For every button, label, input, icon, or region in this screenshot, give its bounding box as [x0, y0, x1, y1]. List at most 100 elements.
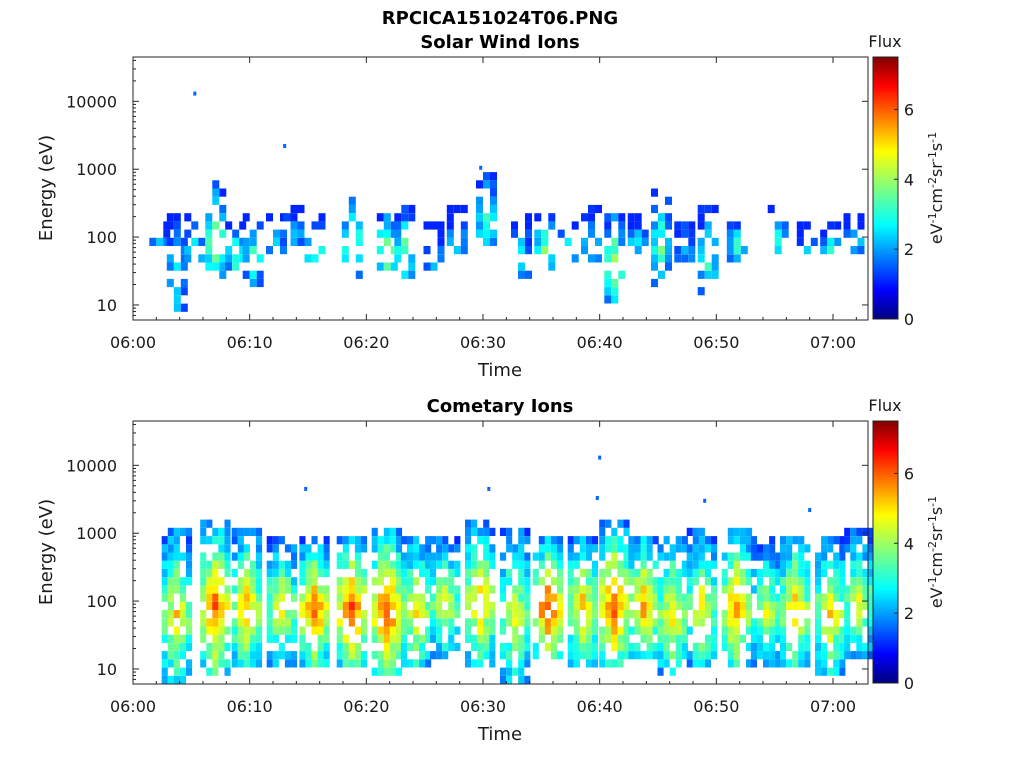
flux-cell: [769, 593, 776, 602]
flux-cell: [389, 642, 396, 652]
flux-cell: [726, 246, 734, 255]
flux-cell: [611, 601, 618, 610]
flux-cell: [821, 544, 828, 553]
flux-cell: [396, 642, 403, 652]
flux-cell: [585, 618, 592, 627]
flux-cell: [506, 568, 513, 578]
flux-cell: [821, 651, 828, 660]
flux-cell: [592, 560, 599, 569]
flux-cell: [657, 618, 664, 627]
flux-cell: [611, 618, 618, 627]
flux-cell: [652, 593, 659, 602]
flux-cell: [348, 593, 355, 602]
flux-cell: [518, 246, 525, 255]
flux-cell: [698, 593, 705, 602]
flux-cell: [256, 601, 263, 610]
flux-cell: [605, 536, 612, 545]
flux-cell: [323, 536, 330, 545]
flux-cell: [538, 544, 545, 553]
flux-cell: [815, 585, 822, 594]
flux-cell: [815, 667, 822, 676]
flux-cell: [628, 593, 635, 602]
flux-cell: [232, 237, 240, 246]
flux-cell: [394, 246, 402, 255]
flux-cell: [524, 601, 531, 610]
flux-cell: [733, 651, 740, 660]
flux-cell: [518, 651, 525, 660]
flux-cell: [311, 659, 318, 668]
flux-cell: [711, 262, 719, 271]
flux-cell: [425, 544, 432, 553]
flux-cell: [297, 221, 305, 230]
flux-cell: [651, 254, 658, 263]
flux-cell: [798, 552, 805, 561]
flux-cell: [256, 278, 264, 288]
flux-cell: [821, 659, 828, 668]
flux-cell: [675, 585, 682, 594]
flux-cell: [581, 246, 588, 255]
flux-cell: [721, 585, 728, 594]
flux-cell: [442, 552, 449, 561]
flux-cell: [242, 270, 250, 279]
flux-cell: [500, 651, 507, 660]
flux-cell: [273, 229, 280, 238]
flux-cell: [750, 651, 757, 660]
flux-cell: [336, 560, 343, 569]
flux-cell: [383, 642, 390, 652]
flux-cell: [489, 560, 496, 569]
flux-cell: [413, 536, 420, 545]
flux-cell: [640, 536, 647, 545]
flux-cell: [663, 601, 670, 610]
flux-cell: [827, 585, 834, 594]
flux-cell: [769, 544, 776, 553]
flux-cell: [850, 593, 857, 602]
flux-cell: [585, 544, 592, 553]
flux-cell: [727, 585, 734, 594]
flux-cell: [430, 262, 438, 271]
flux-cell: [727, 552, 734, 561]
flux-cell: [573, 601, 580, 610]
flux-cell: [477, 585, 484, 594]
flux-cell: [453, 204, 461, 214]
flux-cell: [500, 527, 507, 536]
flux-cell: [476, 196, 483, 205]
flux-cell: [489, 651, 496, 660]
flux-cell: [862, 601, 869, 610]
flux-cell: [406, 585, 413, 594]
flux-cell: [511, 229, 518, 238]
flux-cell: [278, 585, 285, 594]
flux-cell: [763, 642, 770, 652]
isolated-point: [193, 91, 197, 96]
flux-cell: [862, 527, 869, 536]
flux-cell: [611, 536, 618, 545]
flux-cell: [804, 659, 811, 668]
flux-cell: [792, 593, 799, 602]
flux-cell: [518, 577, 525, 586]
flux-cell: [804, 577, 811, 586]
flux-cell: [243, 585, 250, 594]
flux-cell: [225, 262, 233, 271]
colorbar-tick-label: 2: [904, 604, 914, 623]
flux-cell: [746, 552, 753, 561]
flux-cell: [186, 527, 193, 536]
flux-cell: [400, 577, 407, 586]
flux-cell: [396, 568, 403, 578]
flux-cell: [173, 651, 180, 660]
flux-cell: [179, 667, 186, 676]
flux-cell: [256, 618, 263, 627]
flux-cell: [538, 560, 545, 569]
flux-cell: [205, 229, 213, 238]
flux-cell: [579, 634, 586, 643]
flux-cell: [425, 577, 432, 586]
flux-cell: [711, 254, 719, 263]
flux-cell: [669, 601, 676, 610]
flux-cell: [376, 246, 384, 255]
flux-cell: [518, 659, 525, 668]
flux-cell: [767, 204, 775, 214]
flux-cell: [780, 593, 787, 602]
flux-cell: [532, 651, 539, 660]
flux-cell: [291, 552, 298, 561]
flux-cell: [746, 618, 753, 627]
flux-cell: [711, 634, 718, 643]
flux-cell: [237, 634, 244, 643]
